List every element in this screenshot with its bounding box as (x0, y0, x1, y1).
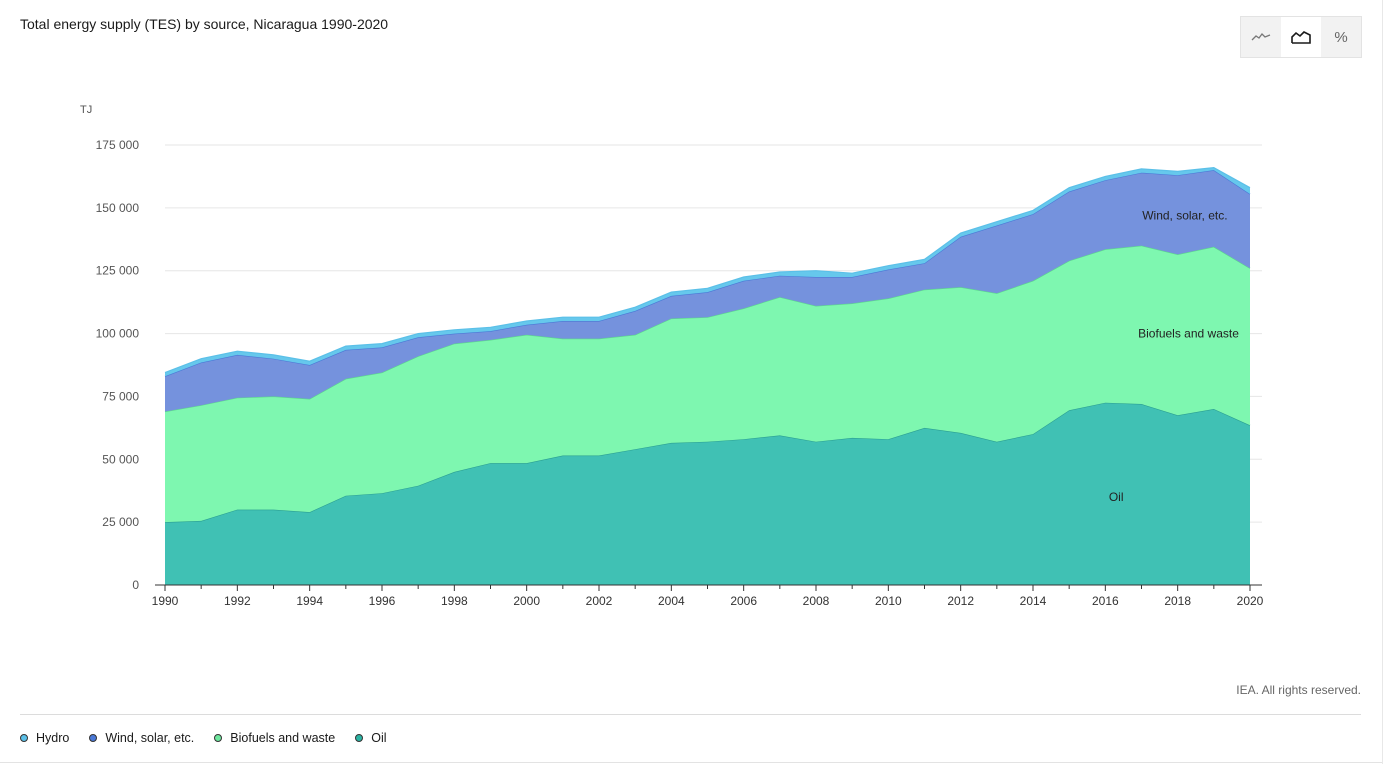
legend-divider (20, 714, 1361, 715)
series-annotation: Biofuels and waste (1138, 327, 1239, 341)
x-tick-label: 2010 (875, 594, 902, 608)
area-chart-icon (1291, 31, 1311, 44)
legend-label: Oil (371, 731, 387, 745)
legend-label: Hydro (36, 731, 70, 745)
x-tick-label: 2008 (803, 594, 830, 608)
x-tick-label: 2014 (1020, 594, 1047, 608)
y-axis-unit: TJ (80, 104, 92, 116)
line-chart-button[interactable] (1241, 17, 1281, 57)
x-tick-label: 1994 (296, 594, 323, 608)
y-tick-label: 50 000 (102, 452, 139, 466)
y-tick-label: 0 (132, 578, 139, 592)
y-tick-label: 100 000 (96, 327, 140, 341)
area-biofuels-and-waste (165, 245, 1250, 523)
x-tick-label: 2006 (730, 594, 757, 608)
x-tick-label: 1992 (224, 594, 251, 608)
legend-dot-hydro (20, 734, 28, 742)
x-tick-label: 2002 (586, 594, 613, 608)
axes (155, 584, 1262, 591)
y-tick-label: 125 000 (96, 264, 140, 278)
line-chart-icon (1251, 33, 1271, 41)
y-tick-label: 175 000 (96, 138, 140, 152)
x-tick-label: 2004 (658, 594, 685, 608)
area-chart: 0 25 000 50 000 75 000 100 000 125 000 150 000… (80, 104, 1264, 608)
x-tick-label: 1996 (369, 594, 396, 608)
copyright-credit: IEA. All rights reserved. (1236, 683, 1361, 697)
y-tick-label: 150 000 (96, 201, 140, 215)
legend-item-wind-solar[interactable]: Wind, solar, etc. (89, 731, 194, 745)
bottom-border (0, 762, 1383, 763)
y-tick-label: 75 000 (102, 389, 139, 403)
legend-item-biofuels[interactable]: Biofuels and waste (214, 731, 335, 745)
chart-type-toolbar: % (1240, 16, 1362, 58)
x-tick-label: 2020 (1237, 594, 1264, 608)
series-annotation: Wind, solar, etc. (1142, 208, 1227, 222)
legend-label: Biofuels and waste (230, 731, 336, 745)
x-tick-labels: 1990 1992 1994 1996 1998 2000 2002 2004 2006 2008… (152, 594, 1264, 608)
x-tick-label: 1990 (152, 594, 179, 608)
x-tick-label: 2018 (1164, 594, 1191, 608)
area-chart-button[interactable] (1281, 17, 1321, 57)
legend: Hydro Wind, solar, etc. Biofuels and was… (20, 731, 407, 745)
percent-button[interactable]: % (1321, 17, 1361, 57)
series-annotations: Wind, solar, etc. Biofuels and waste Oil (1109, 208, 1239, 504)
x-tick-label: 2016 (1092, 594, 1119, 608)
y-tick-labels: 0 25 000 50 000 75 000 100 000 125 000 150 000… (96, 138, 140, 592)
legend-dot-biofuels (214, 734, 223, 742)
percent-icon: % (1334, 28, 1348, 46)
legend-item-hydro[interactable]: Hydro (20, 731, 69, 745)
chart-title: Total energy supply (TES) by source, Nic… (20, 16, 389, 32)
x-tick-label: 2000 (513, 594, 540, 608)
area-series (164, 166, 1251, 585)
y-tick-label: 25 000 (102, 515, 139, 529)
legend-dot-oil (355, 734, 364, 742)
legend-dot-wind-solar (89, 734, 98, 742)
x-tick-label: 1998 (441, 594, 468, 608)
legend-item-oil[interactable]: Oil (355, 731, 387, 745)
area-wind-solar-etc (165, 170, 1250, 412)
legend-label: Wind, solar, etc. (105, 731, 195, 745)
line-hydro (164, 166, 1251, 374)
series-annotation: Oil (1109, 490, 1124, 504)
area-oil (165, 402, 1250, 585)
x-tick-label: 2012 (947, 594, 974, 608)
